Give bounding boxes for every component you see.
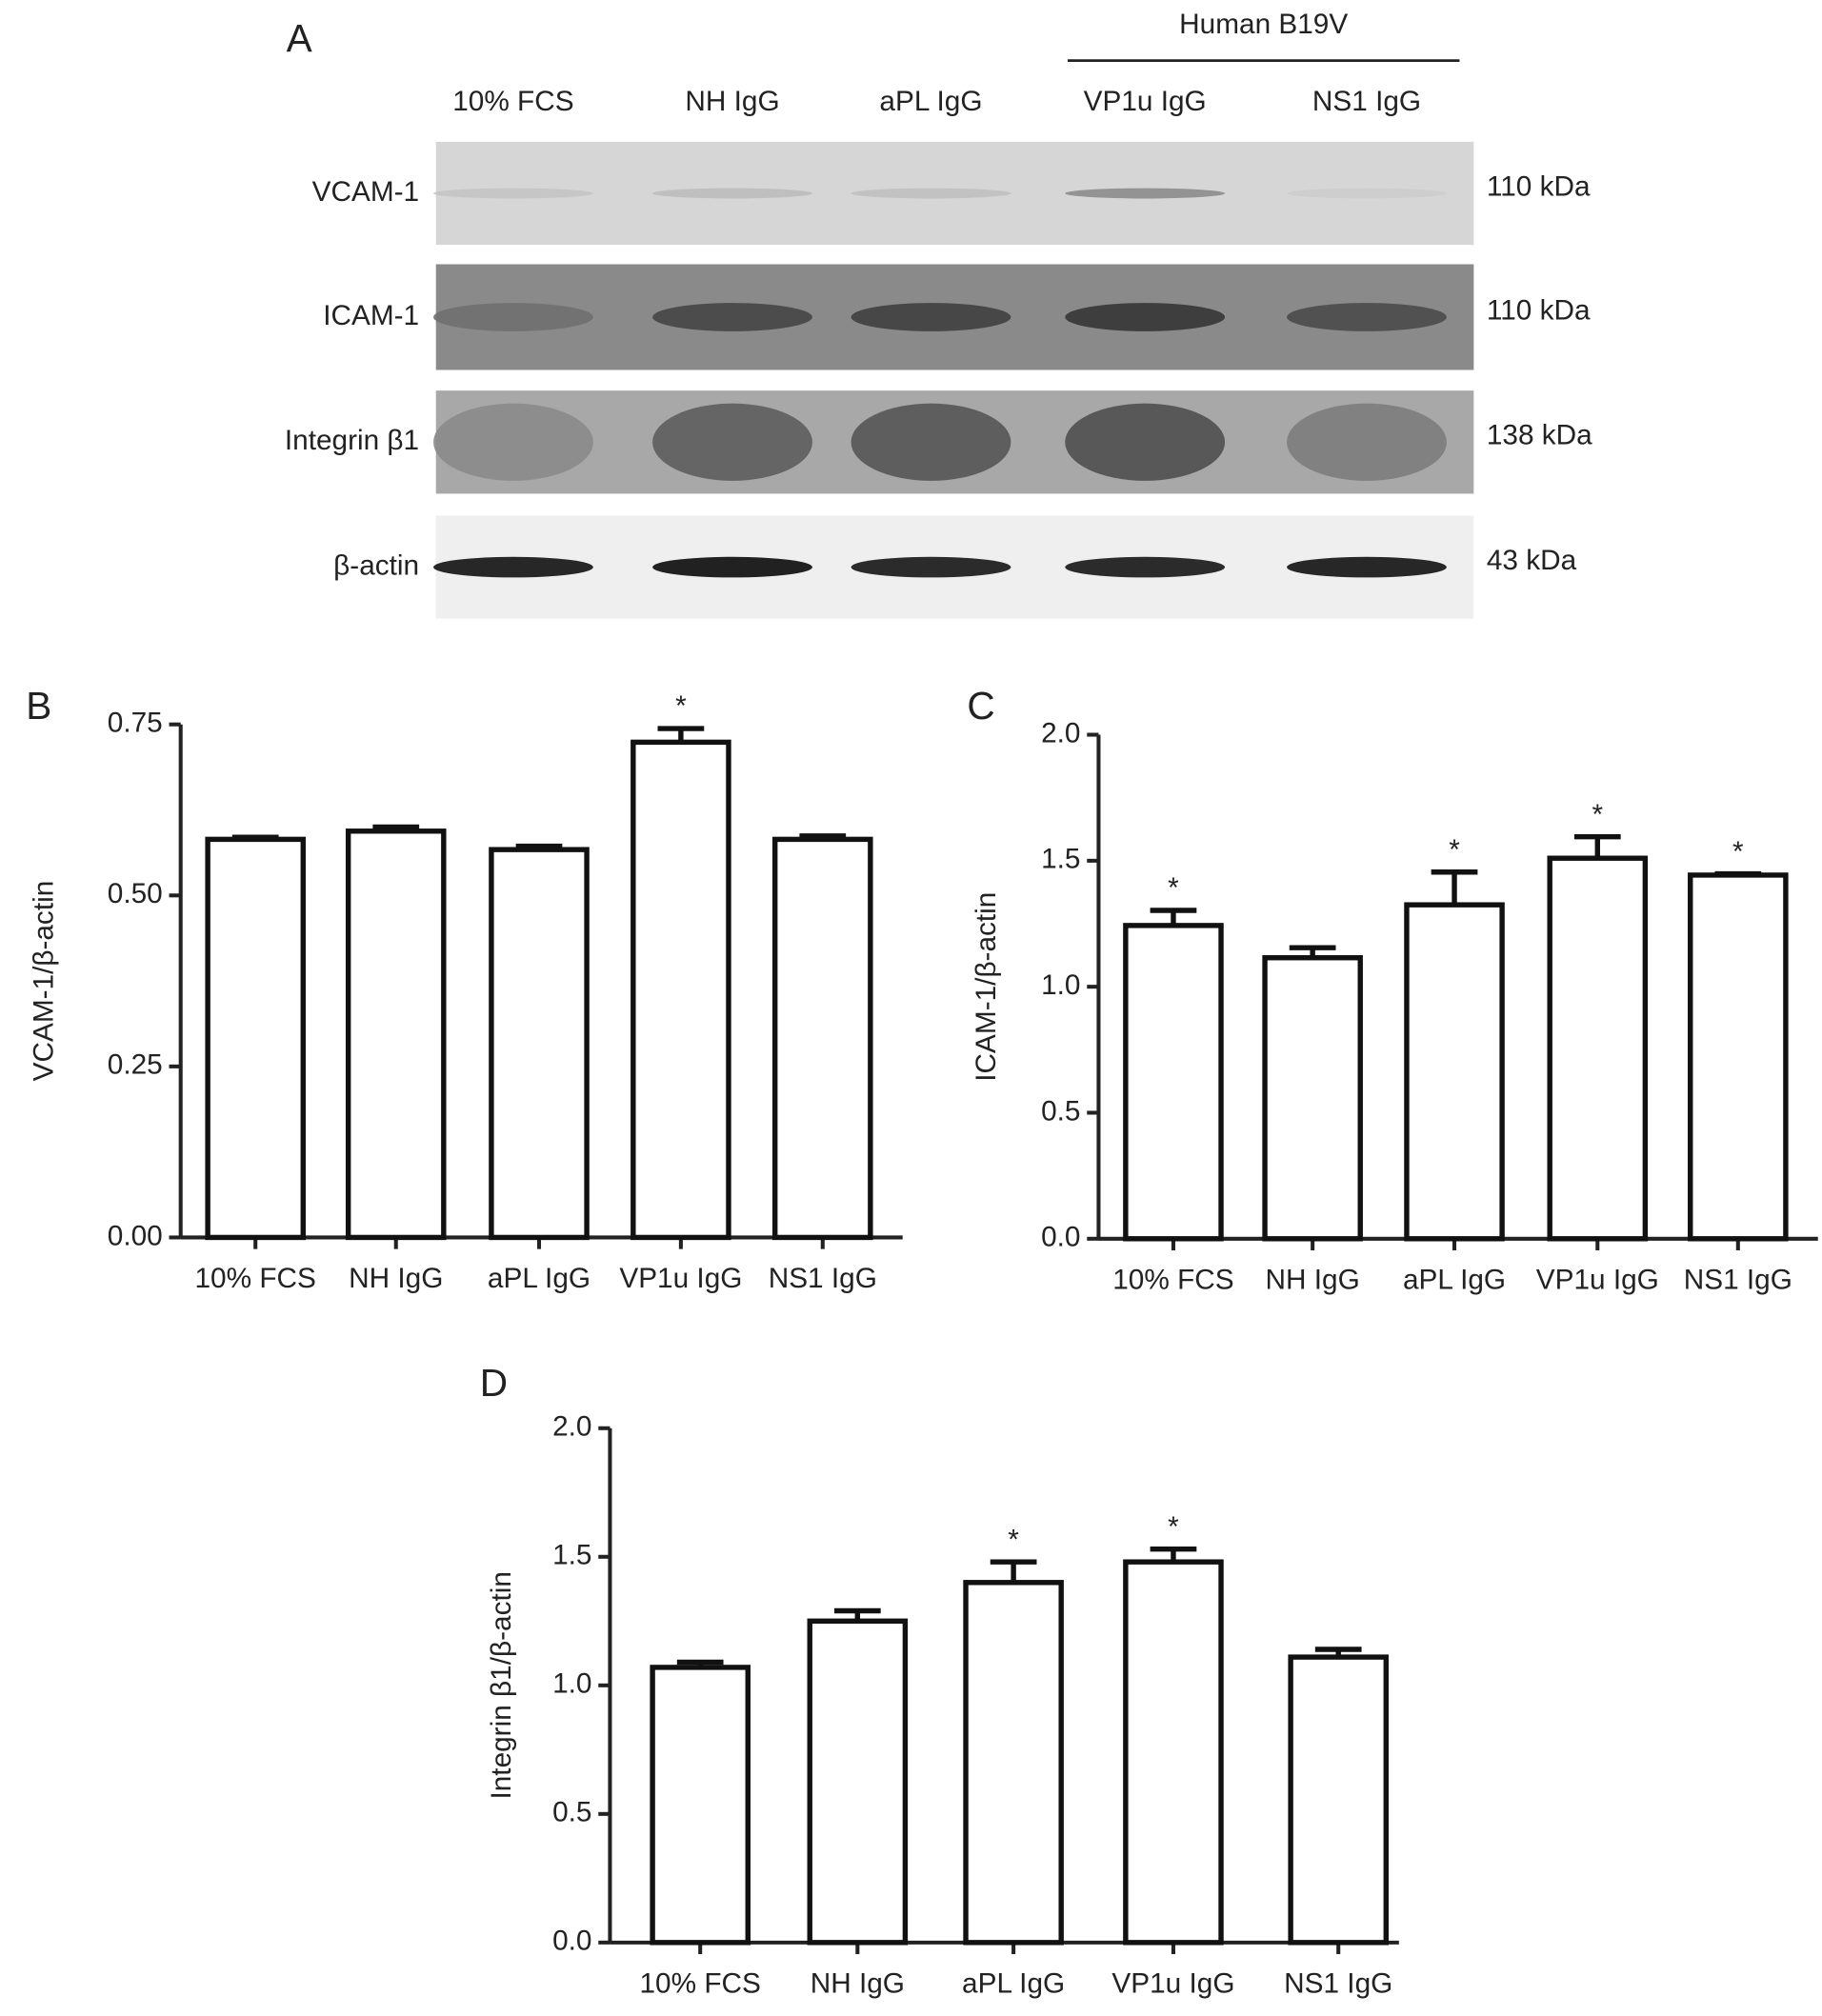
bar <box>1288 1654 1390 1946</box>
y-axis-label: Integrin β1/β-actin <box>486 1571 517 1799</box>
blot-band <box>851 303 1011 331</box>
lane-label: aPL IgG <box>879 86 982 117</box>
significance-marker: * <box>1168 872 1179 904</box>
y-tick-label: 2.0 <box>552 1411 591 1443</box>
row-label: Integrin β1 <box>285 425 419 456</box>
bar <box>1547 855 1649 1242</box>
blot-band <box>652 556 812 578</box>
x-tick-label: 10% FCS <box>195 1263 316 1294</box>
blot-band <box>1287 188 1447 199</box>
bar <box>963 1580 1064 1946</box>
blot-band <box>1287 303 1447 331</box>
y-tick-label: 2.0 <box>1041 717 1080 749</box>
blot-band <box>432 403 593 481</box>
panel-label: C <box>967 684 994 728</box>
y-tick-label: 0.00 <box>108 1220 163 1251</box>
x-tick-label: VP1u IgG <box>1536 1264 1659 1295</box>
x-tick-label: NS1 IgG <box>1284 1967 1392 1999</box>
blot-band <box>652 188 812 199</box>
y-tick-label: 0.0 <box>552 1926 591 1957</box>
panel-label: D <box>480 1361 508 1405</box>
significance-marker: * <box>1449 834 1460 866</box>
blot-band <box>851 403 1011 481</box>
size-label: 138 kDa <box>1487 420 1592 451</box>
significance-marker: * <box>1732 836 1744 868</box>
bar <box>345 828 447 1241</box>
bar <box>631 739 731 1241</box>
y-tick-label: 0.75 <box>108 708 163 739</box>
x-tick-label: VP1u IgG <box>619 1263 742 1294</box>
x-tick-label: aPL IgG <box>962 1967 1065 1999</box>
x-tick-label: VP1u IgG <box>1111 1967 1234 1999</box>
blot-band <box>432 556 593 578</box>
x-tick-label: aPL IgG <box>1403 1264 1506 1295</box>
bar <box>1123 923 1224 1242</box>
y-tick-label: 1.0 <box>1041 969 1080 1001</box>
x-tick-label: NH IgG <box>349 1263 443 1294</box>
y-tick-label: 0.50 <box>108 878 163 909</box>
size-label: 110 kDa <box>1487 294 1591 326</box>
bar <box>1262 955 1363 1242</box>
y-tick-label: 0.0 <box>1041 1222 1080 1253</box>
bar <box>1123 1559 1224 1946</box>
x-tick-label: NH IgG <box>811 1967 905 1999</box>
x-tick-label: 10% FCS <box>639 1967 760 1999</box>
blot-band <box>432 303 593 331</box>
lane-label: VP1u IgG <box>1084 86 1207 117</box>
bar <box>489 847 590 1241</box>
significance-marker: * <box>1168 1511 1179 1543</box>
blot-band <box>851 188 1011 199</box>
row-label: VCAM-1 <box>312 176 419 208</box>
panel-label: B <box>26 684 51 728</box>
blot-band <box>1065 556 1226 578</box>
blot-band <box>1065 303 1226 331</box>
lane-label: NH IgG <box>685 86 779 117</box>
blot-band <box>1065 188 1226 199</box>
y-tick-label: 0.5 <box>552 1797 591 1828</box>
size-label: 110 kDa <box>1487 170 1591 202</box>
y-tick-label: 1.0 <box>552 1668 591 1700</box>
y-axis-label: VCAM-1/β-actin <box>28 881 59 1082</box>
significance-marker: * <box>1008 1524 1019 1555</box>
y-tick-label: 0.25 <box>108 1049 163 1081</box>
panel-label: A <box>287 16 312 60</box>
blot-band <box>652 403 812 481</box>
size-label: 43 kDa <box>1487 545 1577 576</box>
y-axis-label: ICAM-1/β-actin <box>971 892 1002 1082</box>
row-label: β-actin <box>333 549 419 581</box>
significance-marker: * <box>1592 799 1603 830</box>
y-tick-label: 0.5 <box>1041 1095 1080 1127</box>
blot-band <box>1287 556 1447 578</box>
row-label: ICAM-1 <box>323 300 419 331</box>
blot-band <box>652 303 812 331</box>
x-tick-label: NS1 IgG <box>1684 1264 1792 1295</box>
blot-band <box>1287 403 1447 481</box>
x-tick-label: aPL IgG <box>488 1263 591 1294</box>
blot-band <box>1065 403 1226 481</box>
bar <box>650 1665 751 1946</box>
bar <box>205 836 306 1241</box>
significance-marker: * <box>675 690 687 722</box>
y-tick-label: 1.5 <box>1041 844 1080 875</box>
bar <box>1688 872 1789 1242</box>
blot-band <box>851 556 1011 578</box>
bar <box>771 836 873 1241</box>
blot-band <box>432 188 593 199</box>
x-tick-label: NS1 IgG <box>769 1263 877 1294</box>
bar <box>1404 902 1505 1242</box>
y-tick-label: 1.5 <box>552 1540 591 1571</box>
x-tick-label: 10% FCS <box>1112 1264 1233 1295</box>
lane-label: 10% FCS <box>452 86 573 117</box>
bar <box>807 1618 909 1946</box>
x-tick-label: NH IgG <box>1266 1264 1360 1295</box>
group-label: Human B19V <box>1179 9 1348 40</box>
lane-label: NS1 IgG <box>1312 86 1421 117</box>
